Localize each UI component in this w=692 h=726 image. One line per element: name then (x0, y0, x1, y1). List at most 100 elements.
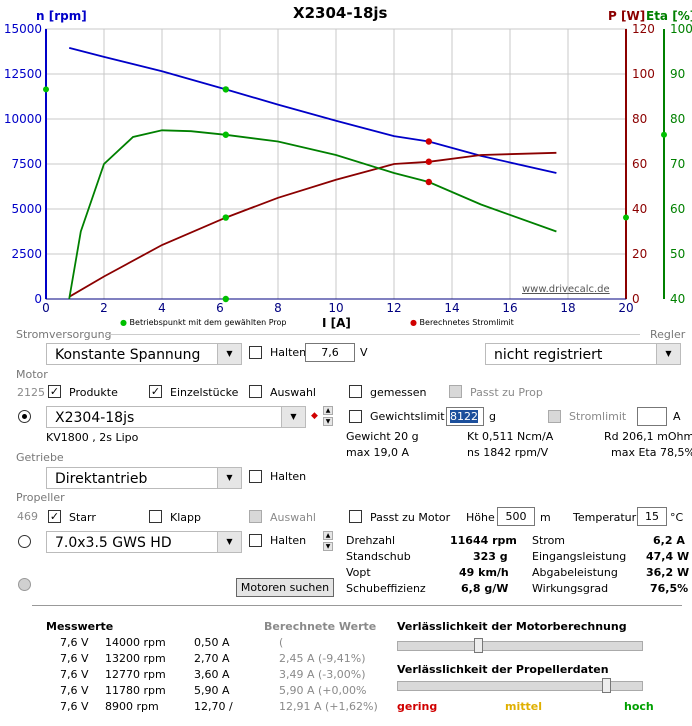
result-schubeff-label: Schubeffizienz (346, 582, 426, 595)
left-axis-label: n [rpm] (36, 9, 87, 23)
x-tick-label: 16 (502, 301, 517, 315)
passt-zu-motor-checkbox[interactable] (349, 510, 362, 523)
prop-halten-checkbox[interactable] (249, 534, 262, 547)
eta-tick-label: 50 (670, 247, 685, 261)
motor-radio[interactable] (18, 410, 31, 423)
section-motor: Motor (16, 368, 48, 381)
measured-voltage: 7,6 V (60, 668, 89, 681)
gear-value: Direktantrieb (55, 471, 148, 487)
operating-point-marker (222, 295, 229, 303)
section-getriebe: Getriebe (16, 451, 64, 464)
calc-header: Berechnete Werte (264, 620, 377, 633)
motor-weight: Gewicht 20 g (346, 430, 419, 443)
left-tick-label: 10000 (4, 112, 42, 126)
eta-tick-label: 60 (670, 202, 685, 216)
prop-reliability-thumb (602, 678, 612, 693)
search-radio[interactable] (18, 578, 31, 591)
prop-reliability-title: Verlässlichkeit der Propellerdaten (397, 663, 609, 676)
prop-radio[interactable] (18, 535, 31, 548)
performance-chart: 1500012500100007500500025000120100806040… (4, 22, 692, 315)
power-series-line (68, 151, 557, 298)
chart-title: X2304-18js (293, 4, 388, 22)
voltage-input[interactable]: 7,6 (305, 343, 355, 362)
calculated-current: 12,91 A (+1,62%) (279, 700, 378, 713)
chevron-down-icon[interactable]: ▼ (217, 532, 241, 552)
result-vopt-value: 49 km/h (459, 566, 509, 579)
eta-tick-label: 80 (670, 112, 685, 126)
prop-select[interactable]: 7.0x3.5 GWS HD ▼ (46, 531, 242, 553)
calculated-current: 2,45 A (-9,41%) (279, 652, 366, 665)
reliability-mid-label: mittel (505, 700, 542, 713)
motor-reliability-thumb (474, 638, 484, 653)
motor-kt: Kt 0,511 Ncm/A (467, 430, 554, 443)
motor-select[interactable]: X2304-18js ▼ (46, 406, 306, 428)
produkte-checkbox[interactable]: ✓ (48, 385, 61, 398)
temperature-input[interactable]: 15 (637, 507, 667, 526)
eta-tick-label: 40 (670, 292, 685, 306)
result-drehzahl-value: 11644 rpm (450, 534, 517, 547)
operating-point-marker (222, 131, 229, 138)
altitude-unit: m (540, 511, 551, 524)
prop-spin-up-icon[interactable]: ▲ (323, 531, 333, 540)
result-abgabe-value: 36,2 W (646, 566, 690, 579)
motor-spin-down-icon[interactable]: ▼ (323, 417, 333, 426)
chevron-down-icon[interactable]: ▼ (217, 344, 241, 364)
regler-select[interactable]: nicht registriert ▼ (485, 343, 681, 365)
regler-value: nicht registriert (494, 347, 603, 363)
prop-value: 7.0x3.5 GWS HD (55, 535, 172, 551)
motor-auswahl-checkbox[interactable] (249, 385, 262, 398)
motor-count: 2125 (17, 386, 45, 399)
right-axis-label-power: P [W] (608, 9, 646, 23)
x-tick-label: 10 (328, 301, 343, 315)
supply-select[interactable]: Konstante Spannung ▼ (46, 343, 242, 365)
motor-reliability-title: Verlässlichkeit der Motorberechnung (397, 620, 627, 633)
search-motors-button[interactable]: Motoren suchen (236, 578, 334, 597)
calculated-current: 3,49 A (-3,00%) (279, 668, 366, 681)
measured-current: 2,70 A (194, 652, 230, 665)
x-tick-label: 20 (618, 301, 633, 315)
gear-halten-checkbox[interactable] (249, 470, 262, 483)
result-standschub-label: Standschub (346, 550, 411, 563)
left-tick-label: 12500 (4, 67, 42, 81)
eta-tick-label: 90 (670, 67, 685, 81)
motor-value: X2304-18js (55, 410, 135, 426)
prop-spin-down-icon[interactable]: ▼ (323, 542, 333, 551)
supply-halten-checkbox[interactable] (249, 346, 262, 359)
altitude-input[interactable]: 500 (497, 507, 535, 526)
result-abgabe-label: Abgabeleistung (532, 566, 618, 579)
result-standschub-value: 323 g (473, 550, 508, 563)
measured-rpm: 8900 rpm (105, 700, 159, 713)
starr-checkbox[interactable]: ✓ (48, 510, 61, 523)
result-vopt-label: Vopt (346, 566, 371, 579)
legend-operating-point: ● Betriebspunkt mit dem gewählten Prop (120, 318, 287, 327)
weight-limit-input[interactable]: 8122 (446, 407, 484, 426)
current-limit-marker (425, 158, 432, 165)
prop-reliability-slider (397, 681, 643, 691)
measured-rpm: 13200 rpm (105, 652, 166, 665)
chevron-down-icon[interactable]: ▼ (217, 468, 241, 488)
gewichtslimit-label: Gewichtslimit (370, 410, 445, 423)
measured-current: 5,90 A (194, 684, 230, 697)
gemessen-checkbox[interactable] (349, 385, 362, 398)
x-tick-label: 4 (158, 301, 166, 315)
operating-point-marker (222, 86, 229, 93)
weight-limit-unit: g (489, 410, 496, 423)
motor-spin-up-icon[interactable]: ▲ (323, 406, 333, 415)
measured-current: 12,70 / (194, 700, 233, 713)
watermark: www.drivecalc.de (522, 284, 610, 295)
einzelstuecke-checkbox[interactable]: ✓ (149, 385, 162, 398)
chevron-down-icon[interactable]: ▼ (281, 407, 305, 427)
favorite-icon[interactable]: ◆ (311, 411, 318, 421)
chevron-down-icon[interactable]: ▼ (656, 344, 680, 364)
current-limit-input[interactable] (637, 407, 667, 426)
power-tick-label: 20 (632, 247, 647, 261)
stromlimit-checkbox[interactable] (548, 410, 561, 423)
gear-select[interactable]: Direktantrieb ▼ (46, 467, 242, 489)
gewichtslimit-checkbox[interactable] (349, 410, 362, 423)
prop-auswahl-checkbox[interactable] (249, 510, 262, 523)
left-tick-label: 5000 (11, 202, 42, 216)
supply-value: Konstante Spannung (55, 347, 201, 363)
klapp-checkbox[interactable] (149, 510, 162, 523)
passt-zu-prop-checkbox[interactable] (449, 385, 462, 398)
result-strom-label: Strom (532, 534, 566, 547)
